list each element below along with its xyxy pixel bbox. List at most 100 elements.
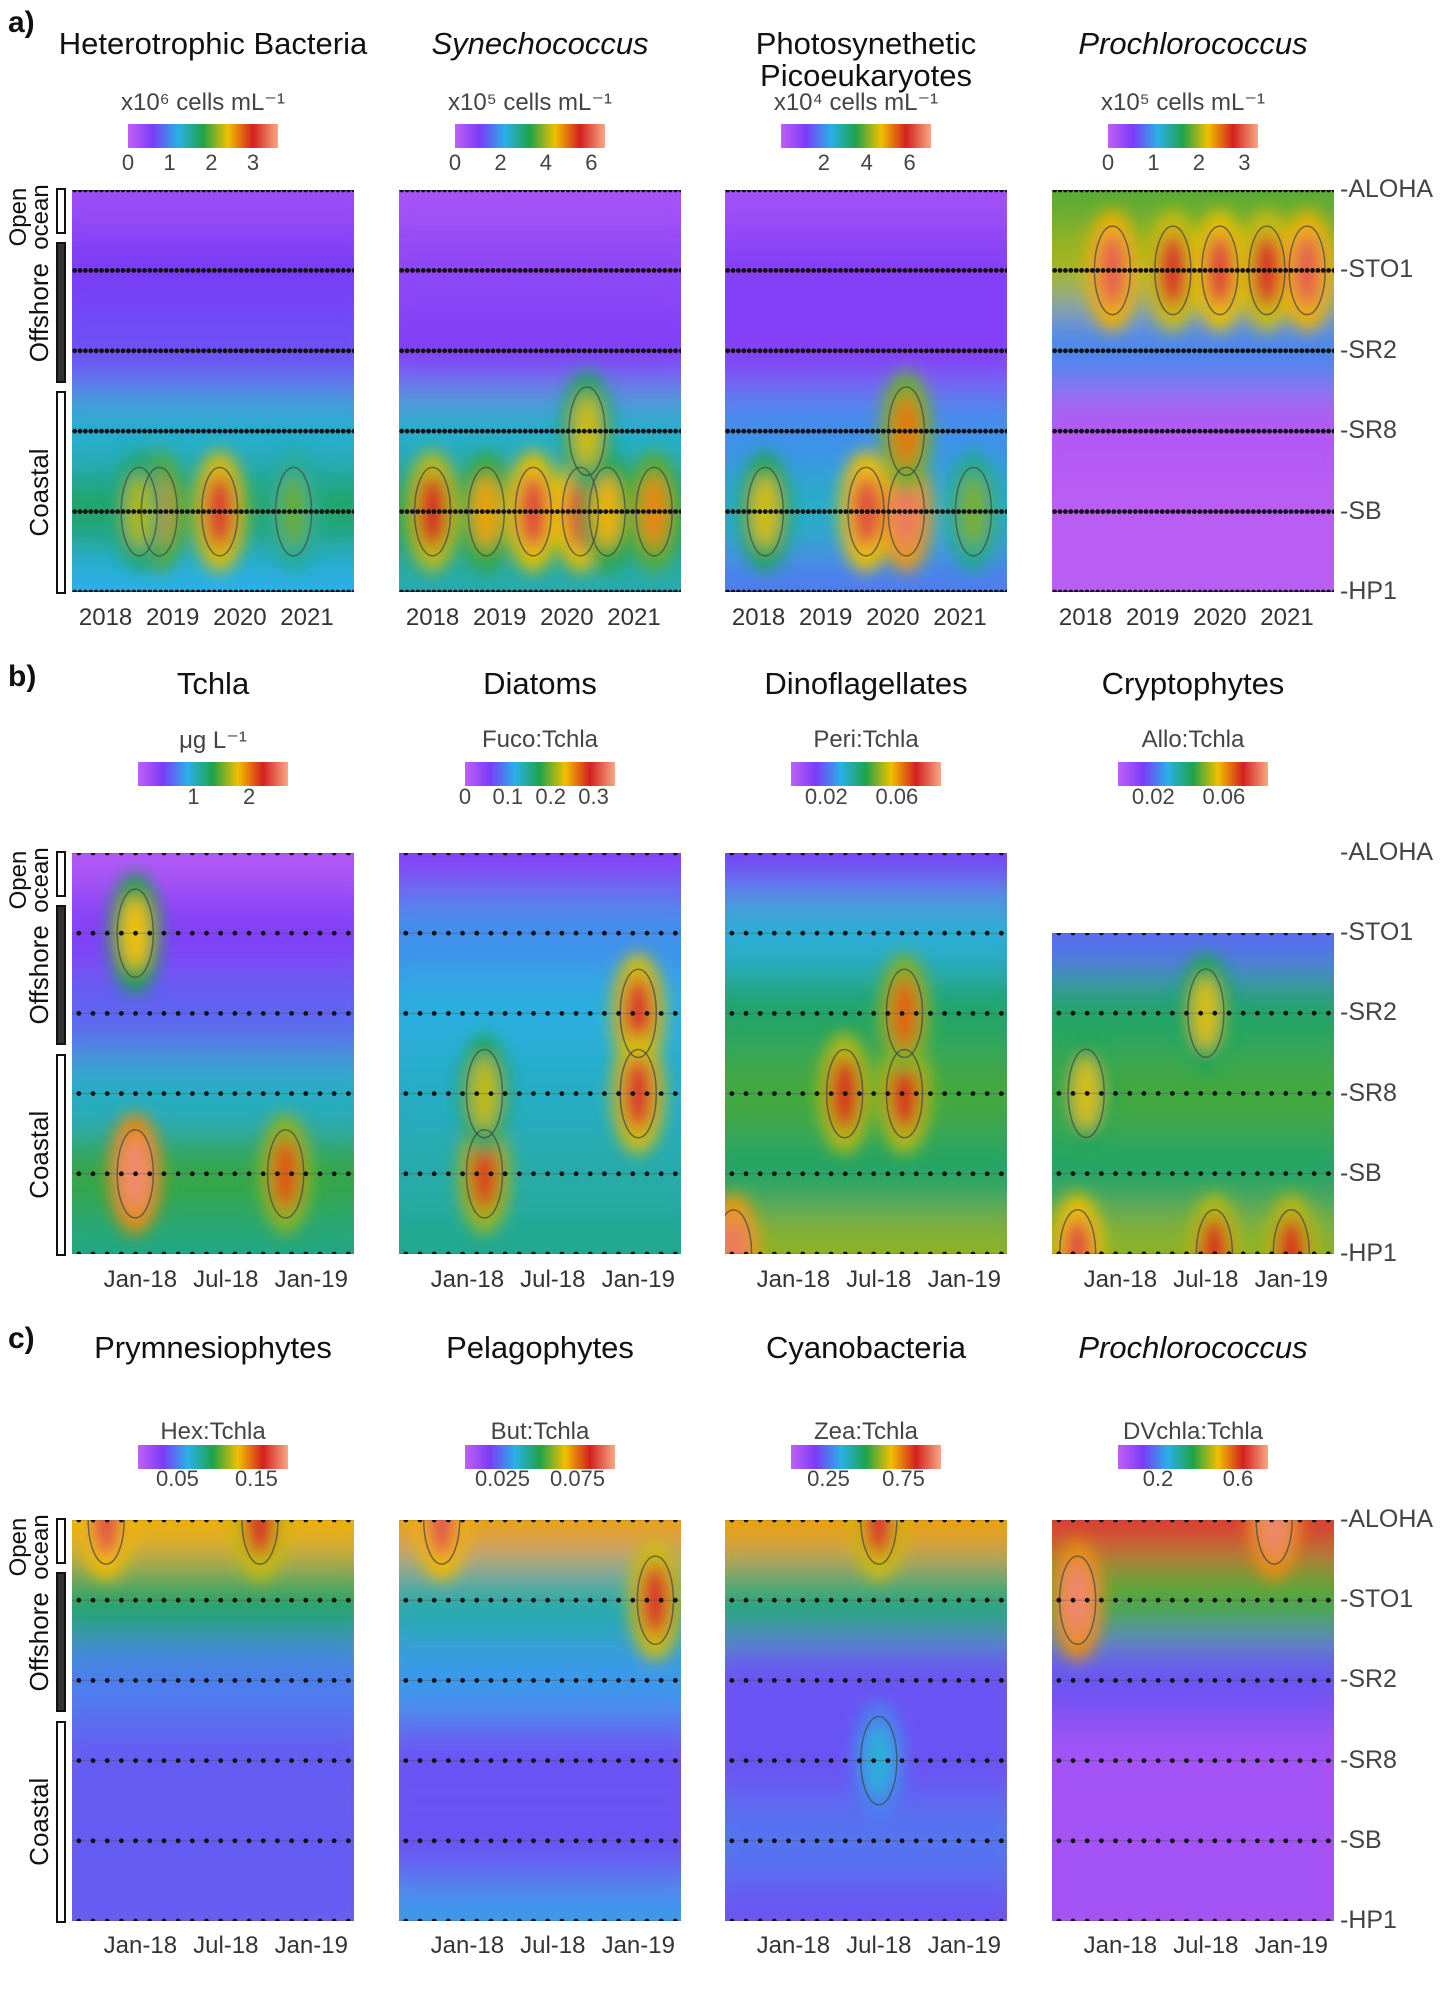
- sample-point: [185, 428, 190, 434]
- sample-point: [752, 428, 757, 434]
- sample-point: [559, 1011, 565, 1016]
- sample-point: [345, 930, 351, 936]
- sample-point: [899, 1011, 905, 1016]
- contour-line: [87, 1520, 125, 1565]
- sample-point: [1245, 348, 1251, 354]
- sample-point: [786, 1520, 791, 1523]
- sample-point: [275, 1091, 280, 1096]
- sample-point: [403, 1171, 409, 1177]
- sample-point: [984, 1011, 990, 1016]
- sample-point: [624, 190, 630, 193]
- sample-point: [201, 589, 206, 592]
- sample-point: [1113, 1251, 1118, 1254]
- sample-point: [942, 1091, 948, 1096]
- sample-point: [289, 930, 295, 936]
- sample-point: [90, 1758, 96, 1763]
- sample-point: [1070, 1838, 1076, 1844]
- sample-point: [1100, 190, 1106, 193]
- x-tick-label: Jan-18: [1083, 1932, 1158, 1959]
- sample-point: [136, 428, 142, 434]
- sample-point: [1056, 1251, 1062, 1254]
- sample-point: [1226, 1010, 1232, 1016]
- x-tick-label: 2020: [540, 604, 594, 631]
- sample-point: [961, 509, 967, 514]
- station-label-sr8: -SR8: [1340, 1078, 1397, 1107]
- sample-point: [76, 1520, 82, 1523]
- sample-point: [1159, 589, 1165, 592]
- sample-point: [1148, 190, 1154, 193]
- sample-point: [1004, 348, 1007, 354]
- sample-point: [1132, 348, 1138, 354]
- sample-point: [185, 268, 190, 273]
- sample-point: [1141, 1918, 1147, 1921]
- sample-point: [303, 589, 309, 592]
- sample-point: [303, 268, 309, 273]
- sample-point: [771, 1758, 777, 1763]
- sample-point: [276, 348, 282, 354]
- sample-point: [832, 190, 838, 193]
- sample-point: [331, 930, 337, 936]
- sample-point: [1113, 1091, 1118, 1096]
- sample-point: [614, 428, 619, 434]
- sample-point: [131, 589, 137, 592]
- sample-point: [174, 268, 180, 273]
- sample-point: [276, 589, 282, 592]
- sample-point: [345, 1011, 351, 1016]
- sample-point: [161, 1011, 167, 1016]
- sample-point: [1089, 268, 1095, 273]
- sample-point: [800, 1918, 806, 1921]
- sample-point: [789, 268, 795, 273]
- sample-point: [913, 1678, 919, 1683]
- sample-point: [1113, 1010, 1118, 1016]
- sample-point: [249, 190, 255, 193]
- sample-point: [447, 589, 453, 592]
- sample-point: [800, 1251, 806, 1254]
- sample-point: [658, 1251, 664, 1254]
- sample-point: [1326, 268, 1332, 273]
- sample-point: [832, 509, 838, 514]
- sample-point: [1155, 1520, 1161, 1523]
- sample-point: [469, 509, 474, 514]
- sample-point: [1212, 933, 1218, 936]
- sample-point: [516, 1838, 522, 1844]
- hotspot: [641, 1564, 670, 1637]
- region-bracket: [56, 1720, 66, 1923]
- sample-point: [576, 268, 582, 273]
- sample-point: [983, 428, 988, 434]
- sample-point: [998, 1520, 1004, 1523]
- sample-point: [1056, 1520, 1062, 1523]
- x-tick-label: Jul-18: [1173, 1266, 1239, 1293]
- sample-point: [630, 1918, 636, 1921]
- sample-point: [244, 589, 249, 592]
- colorbar-tick-label: 3: [1238, 150, 1251, 175]
- sample-point: [308, 509, 314, 514]
- sample-point: [1229, 428, 1235, 434]
- sample-point: [870, 190, 876, 193]
- sample-point: [133, 1918, 138, 1921]
- sample-point: [474, 1171, 480, 1177]
- sample-point: [317, 1520, 323, 1523]
- sample-point: [984, 930, 990, 936]
- sample-point: [667, 428, 673, 434]
- chart-title: Tchla: [176, 666, 250, 701]
- sample-point: [531, 1251, 536, 1254]
- sample-point: [1261, 190, 1267, 193]
- sample-point: [843, 268, 849, 273]
- sample-point: [474, 348, 480, 354]
- sample-point: [757, 1918, 763, 1921]
- sample-point: [1261, 589, 1267, 592]
- sample-point: [571, 589, 576, 592]
- sample-point: [559, 1520, 565, 1523]
- sample-point: [630, 589, 636, 592]
- sample-point: [827, 589, 833, 592]
- sample-point: [317, 1011, 323, 1016]
- sample-point: [821, 589, 827, 592]
- sample-point: [757, 930, 763, 936]
- sample-point: [417, 1091, 423, 1096]
- sample-point: [573, 1678, 579, 1683]
- sample-point: [843, 509, 849, 514]
- sample-point: [1229, 190, 1235, 193]
- sample-point: [897, 190, 902, 193]
- sample-point: [956, 190, 962, 193]
- sample-point: [104, 1597, 110, 1603]
